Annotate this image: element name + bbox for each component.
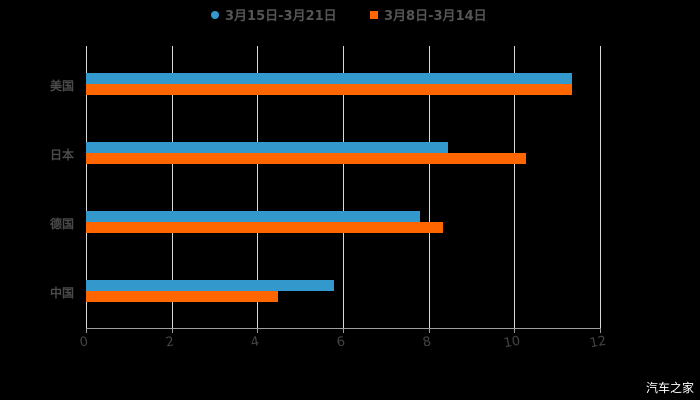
gridline <box>343 46 344 328</box>
bar-series2[interactable] <box>86 84 573 95</box>
x-tick-label: 0 <box>78 334 90 351</box>
x-tick-label: 4 <box>249 334 261 351</box>
bar-series1[interactable] <box>86 280 335 291</box>
bar-series1[interactable] <box>86 73 573 84</box>
category-label: 德国 <box>50 217 75 231</box>
x-tick-label: 10 <box>502 333 522 352</box>
circle-marker-icon <box>211 10 219 19</box>
x-tick-label: 6 <box>335 334 347 351</box>
x-tick <box>600 328 601 333</box>
legend-item-series1[interactable]: 3月15日-3月21日 <box>211 5 337 24</box>
x-tick-label: 2 <box>164 334 176 351</box>
watermark: 汽车之家 <box>645 381 694 395</box>
x-tick <box>514 328 516 333</box>
x-tick <box>343 328 344 333</box>
bar-series2[interactable] <box>86 291 278 302</box>
x-tick-label: 12 <box>588 333 608 352</box>
gridline <box>86 46 87 328</box>
x-tick-label: 8 <box>421 334 433 351</box>
chart-legend: 3月15日-3月21日 3月8日-3月14日 <box>0 5 700 24</box>
x-tick <box>171 328 173 333</box>
bar-series2[interactable] <box>86 153 526 164</box>
gridline <box>257 46 259 328</box>
gridline <box>600 46 601 328</box>
bar-series1[interactable] <box>86 211 421 222</box>
x-tick <box>428 328 430 333</box>
gridline <box>514 46 516 328</box>
category-label: 日本 <box>50 148 75 162</box>
gridline <box>171 46 173 328</box>
bar-series1[interactable] <box>86 142 448 153</box>
square-marker-icon <box>370 10 378 19</box>
legend-label: 3月8日-3月14日 <box>384 9 487 24</box>
category-label: 美国 <box>50 79 75 93</box>
bar-series2[interactable] <box>86 222 444 233</box>
gridline <box>428 46 430 328</box>
category-label: 中国 <box>50 286 75 300</box>
x-tick <box>86 328 87 333</box>
legend-label: 3月15日-3月21日 <box>225 9 337 24</box>
x-tick <box>257 328 259 333</box>
legend-item-series2[interactable]: 3月8日-3月14日 <box>370 5 487 24</box>
